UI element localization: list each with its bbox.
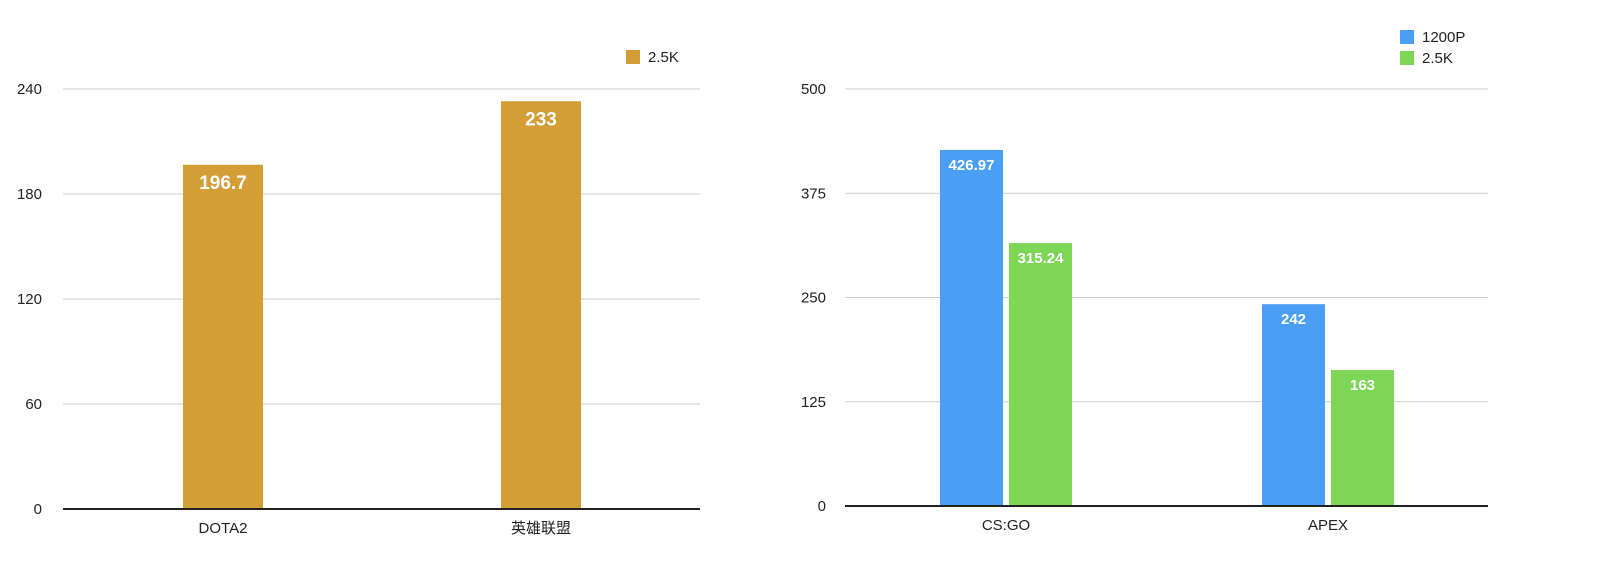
y-tick-label: 500 (801, 81, 826, 98)
chart-1: 0 60 120 180 240 196.7 DOTA2 233 英雄联盟 2.5K (17, 49, 700, 537)
y-tick-label: 0 (34, 501, 42, 518)
bar-value-label: 426.97 (949, 157, 995, 174)
y-tick-label: 180 (17, 186, 42, 203)
legend-label: 2.5K (1422, 50, 1453, 67)
y-tick-label: 240 (17, 81, 42, 98)
bar-value-label: 242 (1281, 311, 1306, 328)
x-category-label: DOTA2 (199, 520, 248, 537)
bar (940, 149, 1003, 506)
bar (501, 101, 581, 509)
bar (1331, 370, 1394, 506)
y-tick-label: 0 (818, 498, 826, 515)
y-tick-label: 125 (801, 394, 826, 411)
legend-swatch (1400, 51, 1414, 65)
bar-value-label: 315.24 (1018, 250, 1065, 267)
legend-swatch (626, 50, 640, 64)
x-category-label: CS:GO (982, 517, 1030, 534)
legend-label: 2.5K (648, 49, 679, 66)
x-category-label: APEX (1308, 517, 1348, 534)
legend-swatch (1400, 30, 1414, 44)
legend-label: 1200P (1422, 29, 1465, 46)
y-tick-label: 250 (801, 290, 826, 307)
bar-value-label: 163 (1350, 377, 1375, 394)
y-tick-label: 60 (25, 396, 42, 413)
chart-2: 0 125 250 375 500 426.97 315.24 CS:GO 242 163 APEX… (801, 29, 1488, 534)
bar (1009, 243, 1072, 506)
bar-value-label: 196.7 (199, 173, 247, 194)
bar (183, 164, 263, 509)
x-category-label: 英雄联盟 (511, 519, 571, 537)
y-tick-label: 375 (801, 185, 826, 202)
bar (1262, 304, 1325, 506)
bar-value-label: 233 (525, 109, 557, 130)
y-tick-label: 120 (17, 291, 42, 308)
